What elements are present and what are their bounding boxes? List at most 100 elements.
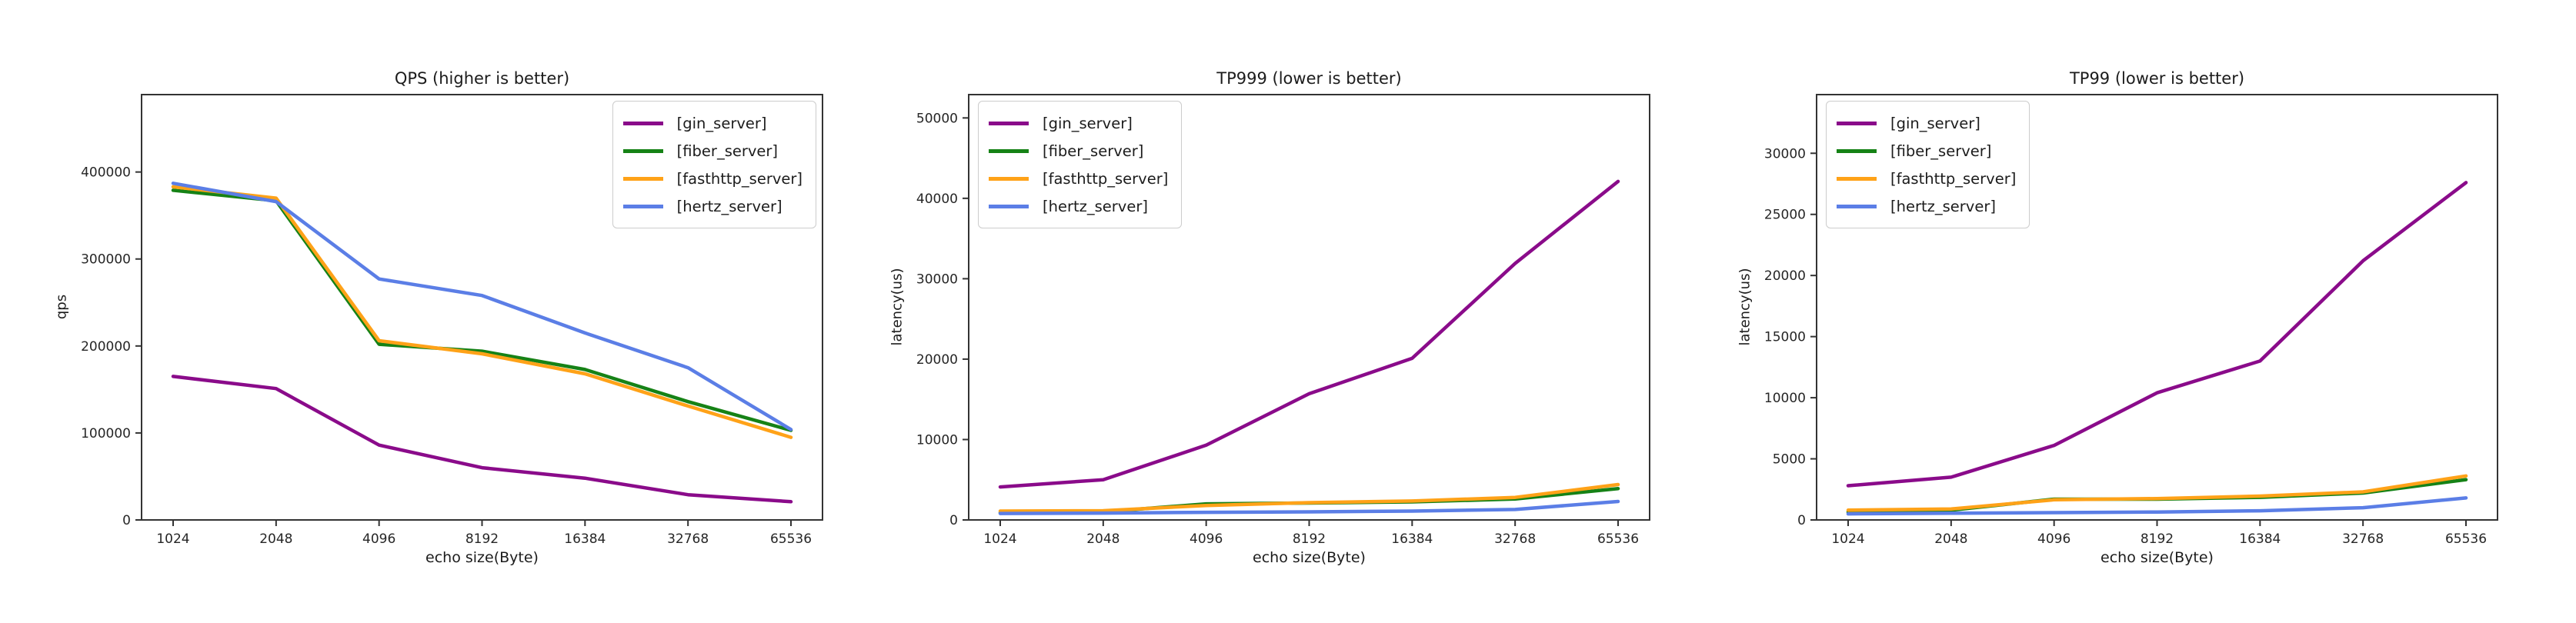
legend-item-fasthttp-server: [fasthttp_server] [1837,165,2016,192]
series-line-gin-server [1846,181,2468,488]
plot-area: 0 10000 20000 30000 40000 50000 1024 2048 4096 81… [916,94,1650,547]
legend-label: [gin_server] [1043,114,1133,132]
x-tick-label: 4096 [362,531,395,547]
series-line-hertz-server [998,499,1620,515]
chart-title: TP999 (lower is better) [1216,69,1402,88]
legend-item-gin-server: [gin_server] [622,109,802,137]
legend-label: [hertz_server] [676,197,782,215]
legend-item-hertz-server: [hertz_server] [989,192,1168,220]
legend-item-hertz-server: [hertz_server] [622,192,802,220]
series-line-hertz-server [171,182,793,431]
legend-label: [gin_server] [1890,114,1980,132]
x-tick-label: 1024 [1831,531,1864,547]
x-tick-label: 2048 [259,531,292,547]
legend-swatch [622,121,663,125]
legend-swatch [622,176,663,181]
y-tick-label: 10000 [916,432,958,448]
legend: [gin_server] [fiber_server] [fasthttp_serv… [612,101,816,228]
legend-swatch [622,148,663,153]
legend-label: [fasthttp_server] [676,169,802,188]
y-tick-label: 20000 [916,352,958,368]
y-tick-label: 25000 [1764,208,1806,223]
legend-label: [fasthttp_server] [1043,169,1169,188]
x-tick-label: 32768 [667,531,709,547]
legend-item-gin-server: [gin_server] [1837,109,2016,137]
x-axis-label: echo size(Byte) [1253,549,1366,566]
x-tick-label: 32768 [1494,531,1536,547]
y-tick-label: 100000 [81,426,131,441]
legend-label: [hertz_server] [1043,197,1148,215]
legend-swatch [1837,176,1877,181]
legend-item-fiber-server: [fiber_server] [989,137,1168,165]
series-line-gin-server [998,179,1620,489]
legend-label: [fiber_server] [1043,142,1144,160]
legend: [gin_server] [fiber_server] [fasthttp_serv… [978,101,1183,228]
legend-swatch [989,148,1029,153]
chart-panel-tp99: TP99 (lower is better) latency(us) echo … [1717,0,2576,623]
x-tick-label: 1024 [983,531,1016,547]
x-tick-label: 16384 [564,531,606,547]
chart-panel-tp999: TP999 (lower is better) latency(us) echo… [859,0,1717,623]
x-tick-label: 2048 [1934,531,1967,547]
legend-label: [gin_server] [676,114,767,132]
y-tick-label: 30000 [1764,146,1806,162]
series-line-fasthttp-server [1846,474,2468,512]
legend-swatch [622,204,663,208]
series-line-hertz-server [1846,496,2468,516]
x-tick-label: 2048 [1086,531,1119,547]
legend-item-fiber-server: [fiber_server] [622,137,802,165]
series-line-fasthttp-server [998,482,1620,513]
x-tick-label: 4096 [1190,531,1223,547]
legend-item-fiber-server: [fiber_server] [1837,137,2016,165]
y-tick-label: 10000 [1764,391,1806,406]
plot-area: 0 5000 10000 15000 20000 25000 30000 1024 2048 40… [1764,94,2498,547]
chart-panel-qps: QPS (higher is better) qps echo size(Byt… [0,0,859,623]
legend-item-fasthttp-server: [fasthttp_server] [622,165,802,192]
x-tick-label: 65536 [2445,531,2487,547]
legend-label: [fasthttp_server] [1890,169,2017,188]
legend-label: [hertz_server] [1890,197,1996,215]
y-tick-label: 30000 [916,272,958,287]
x-axis-label: echo size(Byte) [425,549,539,566]
chart-title: QPS (higher is better) [394,69,570,88]
legend-swatch [1837,148,1877,153]
x-tick-label: 16384 [2239,531,2281,547]
legend-item-fasthttp-server: [fasthttp_server] [989,165,1168,192]
y-tick-label: 15000 [1764,330,1806,345]
legend-item-gin-server: [gin_server] [989,109,1168,137]
legend-swatch [1837,204,1877,208]
legend-swatch [989,176,1029,181]
y-tick-label: 300000 [81,252,131,268]
y-tick-label: 200000 [81,339,131,355]
x-tick-label: 16384 [1391,531,1433,547]
y-tick-label: 400000 [81,165,131,181]
y-tick-label: 0 [949,513,958,528]
plot-area: 0 100000 200000 300000 400000 1024 2048 4096 819… [81,94,823,547]
series-line-gin-server [171,375,793,504]
x-axis-label: echo size(Byte) [2101,549,2214,566]
x-tick-label: 8192 [465,531,499,547]
x-tick-label: 4096 [2037,531,2070,547]
legend-label: [fiber_server] [1890,142,1992,160]
x-tick-label: 1024 [156,531,189,547]
series-line-fasthttp-server [171,185,793,439]
legend-swatch [1837,121,1877,125]
legend: [gin_server] [fiber_server] [fasthttp_serv… [1826,101,2030,228]
chart-title: TP99 (lower is better) [2069,69,2245,88]
legend-label: [fiber_server] [676,142,779,160]
y-tick-label: 20000 [1764,268,1806,284]
x-tick-label: 65536 [770,531,812,547]
legend-item-hertz-server: [hertz_server] [1837,192,2016,220]
x-tick-label: 65536 [1597,531,1639,547]
x-tick-label: 8192 [1293,531,1326,547]
x-tick-label: 32768 [2342,531,2384,547]
legend-swatch [989,204,1029,208]
y-tick-label: 0 [1797,513,1806,528]
x-tick-label: 8192 [2141,531,2174,547]
y-tick-label: 50000 [916,111,958,126]
y-tick-label: 5000 [1773,452,1806,468]
y-tick-label: 0 [122,513,131,528]
y-tick-label: 40000 [916,192,958,207]
legend-swatch [989,121,1029,125]
